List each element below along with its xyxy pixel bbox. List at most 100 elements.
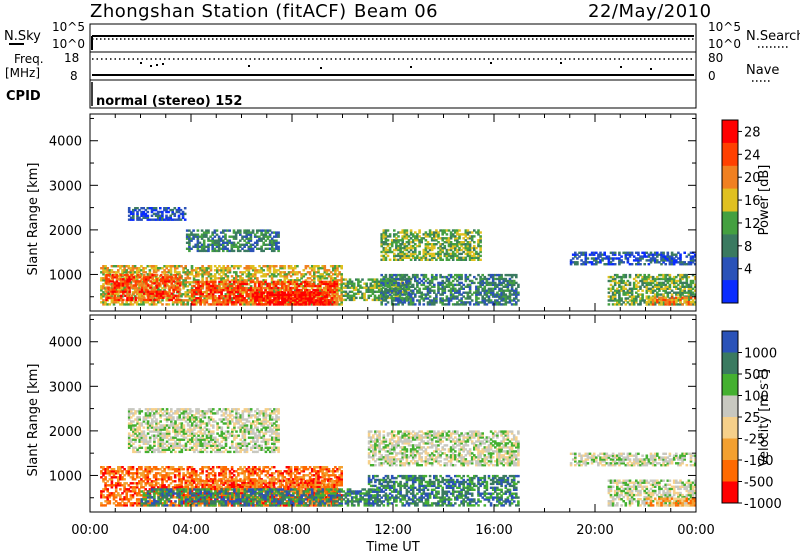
nave-dip — [150, 65, 152, 67]
data-cell — [166, 284, 169, 286]
cpid-value: normal (stereo) 152 — [96, 94, 242, 109]
data-cell — [614, 263, 617, 265]
data-cell — [121, 301, 124, 303]
data-cell — [648, 301, 651, 303]
data-cell — [245, 287, 248, 289]
data-cell — [179, 288, 182, 290]
power-data — [100, 207, 696, 306]
data-cell — [608, 303, 611, 305]
data-cell — [479, 259, 482, 261]
data-cell — [353, 283, 356, 285]
data-cell — [235, 234, 238, 236]
data-cell — [303, 269, 306, 271]
data-cell — [145, 286, 148, 288]
data-cell — [158, 284, 161, 286]
data-cell — [345, 278, 348, 280]
freq-top-tick: 18 — [64, 51, 79, 65]
data-cell — [168, 303, 171, 305]
data-cell — [188, 250, 191, 252]
data-cell — [161, 299, 164, 301]
data-cell — [268, 283, 271, 285]
data-cell — [155, 303, 158, 305]
nave-dip — [248, 65, 250, 67]
data-cell — [178, 271, 181, 273]
nsearch-top-tick: 10^5 — [708, 20, 741, 34]
data-cell — [254, 283, 257, 285]
data-cell — [205, 234, 208, 236]
data-cell — [312, 283, 315, 285]
data-cell — [179, 282, 182, 284]
data-cell — [479, 255, 482, 257]
data-cell — [298, 285, 301, 287]
data-cell — [471, 299, 474, 301]
data-cell — [414, 303, 417, 305]
data-cell — [117, 269, 120, 271]
station-title: Zhongshan Station (fitACF) — [90, 1, 347, 22]
data-cell — [688, 276, 691, 278]
data-cell — [149, 299, 152, 301]
data-cell — [515, 274, 518, 276]
data-cell — [184, 207, 187, 209]
data-cell — [160, 274, 163, 276]
y-tick-label: 1000 — [49, 268, 82, 283]
data-cell — [199, 303, 202, 305]
data-cell — [166, 274, 169, 276]
nave-dip — [620, 66, 622, 68]
data-cell — [517, 299, 520, 301]
data-cell — [355, 297, 358, 299]
data-cell — [643, 263, 646, 265]
nave-dip — [490, 62, 492, 64]
data-cell — [179, 276, 182, 278]
data-cell — [286, 299, 289, 301]
data-cell — [126, 274, 129, 276]
data-cell — [418, 229, 421, 231]
nave-dip — [320, 67, 322, 69]
data-cell — [118, 286, 121, 288]
data-cell — [277, 287, 280, 289]
data-cell — [187, 303, 190, 305]
data-cell — [239, 250, 242, 252]
data-cell — [656, 299, 659, 301]
data-cell — [227, 303, 230, 305]
data-cell — [252, 250, 255, 252]
data-cell — [387, 255, 390, 257]
data-cell — [229, 295, 232, 297]
data-cell — [614, 252, 617, 254]
data-cell — [193, 303, 196, 305]
data-cell — [664, 263, 667, 265]
data-cell — [227, 275, 230, 277]
data-cell — [340, 273, 343, 275]
data-cell — [479, 245, 482, 247]
data-cell — [679, 299, 682, 301]
data-cell — [173, 284, 176, 286]
nave-dips — [140, 62, 652, 70]
data-cell — [128, 280, 131, 282]
data-cell — [256, 277, 259, 279]
data-cell — [175, 274, 178, 276]
data-cell — [444, 245, 447, 247]
data-cell — [283, 283, 286, 285]
data-cell — [690, 297, 693, 299]
data-cell — [664, 297, 667, 299]
data-cell — [683, 252, 686, 254]
data-cell — [177, 295, 180, 297]
data-cell — [218, 285, 221, 287]
data-cell — [620, 255, 623, 257]
data-cell — [172, 303, 175, 305]
data-cell — [340, 303, 343, 305]
freq-unit-label: [MHz] — [5, 66, 40, 80]
data-cell — [317, 269, 320, 271]
data-cell — [620, 297, 623, 299]
y-tick-label: 2000 — [49, 224, 82, 239]
nave-dip — [650, 68, 652, 70]
data-cell — [155, 207, 158, 209]
data-cell — [188, 242, 191, 244]
data-cell — [469, 274, 472, 276]
nave-dip — [140, 62, 142, 64]
nave-dip — [560, 62, 562, 64]
data-cell — [235, 271, 238, 273]
data-cell — [250, 234, 253, 236]
data-cell — [271, 289, 274, 291]
data-cell — [224, 234, 227, 236]
